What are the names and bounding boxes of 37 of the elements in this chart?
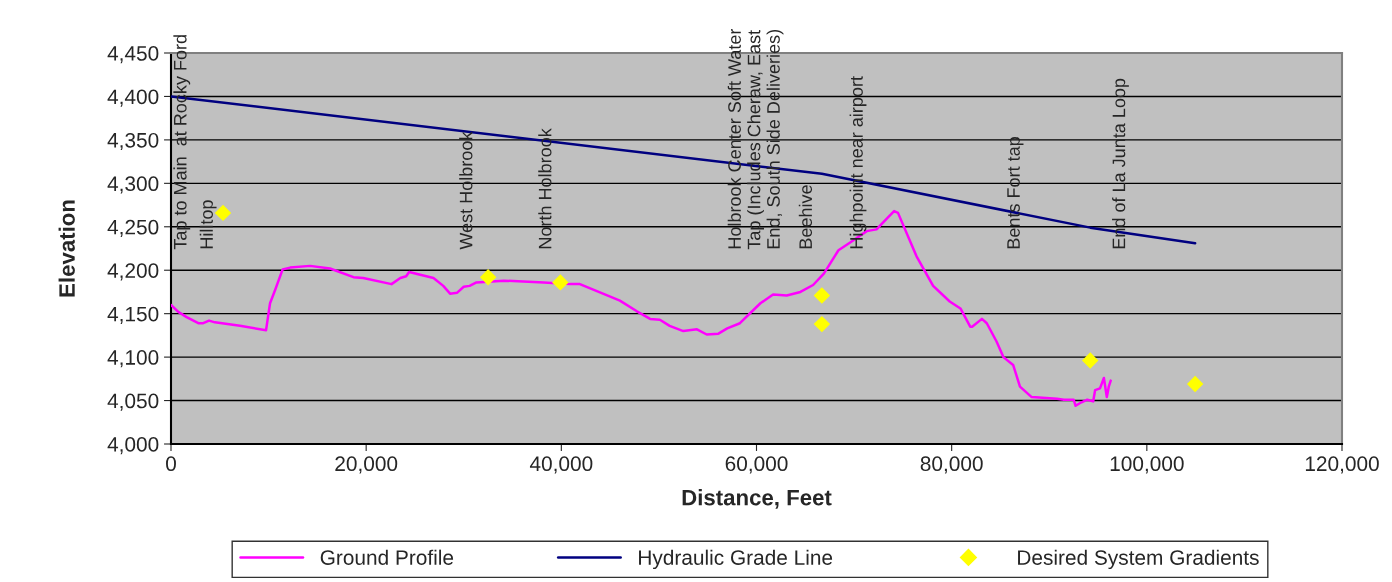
- annotation: Holbrook Center Soft Water Tap (Includes Cheraw, East End, South Side Deliveries): [727, 28, 784, 250]
- point: [552, 274, 569, 291]
- annotation: North Holbrook: [538, 128, 552, 249]
- point: [813, 315, 831, 333]
- point: [1082, 352, 1099, 369]
- y-tick-label: 4,000: [107, 437, 159, 455]
- y-tick-label: 4,150: [107, 306, 159, 324]
- x-tick-label: 20,000: [335, 456, 398, 474]
- annotation: Beehive: [798, 185, 813, 249]
- x-tick-label: 80,000: [920, 456, 983, 474]
- y-tick-label: 4,400: [107, 89, 159, 107]
- point: [1186, 375, 1204, 393]
- point: [813, 287, 831, 304]
- annotation: West Holbrook: [459, 131, 473, 250]
- annotation: Highpoint near airport: [849, 76, 867, 249]
- x-tick-label: 0: [166, 456, 176, 472]
- legend-label: Hydraulic Grade Line: [639, 549, 833, 570]
- y-tick-label: 4,200: [107, 263, 159, 281]
- y-tick-label: 4,300: [107, 176, 159, 194]
- legend-label: Ground Profile: [320, 549, 454, 565]
- y-axis-title: Elevation: [58, 200, 75, 297]
- annotation: Hilltop: [199, 200, 217, 249]
- annotation: Bents Fort tap: [1007, 137, 1024, 249]
- y-tick-label: 4,450: [107, 46, 159, 64]
- y-tick-label: 4,050: [107, 393, 159, 411]
- y-tick-label: 4,350: [107, 132, 159, 151]
- legend-label: Desired System Gradients: [1018, 549, 1259, 570]
- x-axis-title: Distance, Feet: [682, 489, 832, 509]
- x-tick-label: 40,000: [529, 456, 593, 474]
- y-tick-label: 4,250: [107, 219, 159, 237]
- annotation: Tap to Main at Rocky Ford: [173, 35, 191, 250]
- x-tick-label: 120,000: [1305, 456, 1379, 474]
- x-tick-label: 60,000: [725, 456, 788, 474]
- point: [479, 268, 497, 286]
- annotation: End of La Junta Loop: [1112, 78, 1129, 249]
- y-tick-label: 4,100: [107, 350, 159, 368]
- x-tick-label: 100,000: [1110, 456, 1184, 474]
